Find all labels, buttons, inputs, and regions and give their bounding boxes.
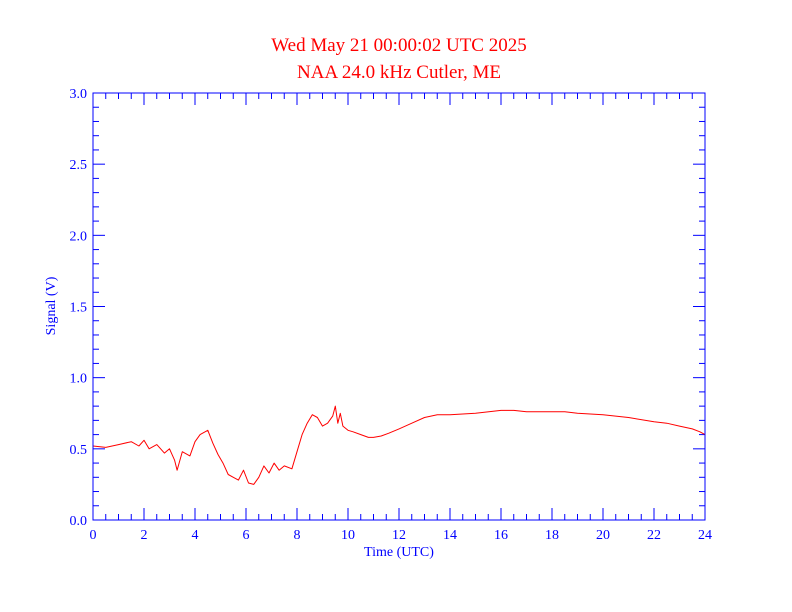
- plot-frame: [92, 92, 706, 521]
- y-tick-label: 3.0: [70, 87, 88, 102]
- x-tick-label: 14: [443, 528, 457, 543]
- y-tick-label: 2.5: [70, 158, 88, 173]
- signal-series-line: [92, 405, 706, 485]
- x-tick-label: 16: [494, 528, 508, 543]
- tick-labels: 0 2 4 6 8 10 12 14 16 18 20 22 240.00.51.01.52.02.53…: [70, 87, 713, 543]
- y-tick-label: 0.5: [70, 443, 88, 458]
- x-axis-label: Time (UTC): [364, 545, 434, 560]
- y-axis-label: Signal (V): [44, 276, 59, 335]
- x-tick-label: 22: [647, 528, 661, 543]
- chart-subtitle: NAA 24.0 kHz Cutler, ME: [297, 62, 501, 83]
- y-tick-label: 0.0: [70, 514, 88, 529]
- y-tick-label: 2.0: [70, 229, 88, 244]
- x-tick-label: 6: [243, 528, 250, 543]
- series-layer: [92, 405, 706, 485]
- x-tick-label: 20: [596, 528, 610, 543]
- y-tick-label: 1.0: [70, 372, 88, 387]
- x-tick-label: 24: [698, 528, 712, 543]
- x-tick-label: 18: [545, 528, 559, 543]
- chart-title: Wed May 21 00:00:02 UTC 2025: [271, 35, 526, 56]
- x-tick-label: 12: [392, 528, 406, 543]
- x-tick-label: 4: [192, 528, 199, 543]
- y-tick-label: 1.5: [70, 301, 88, 316]
- x-tick-label: 2: [141, 528, 148, 543]
- axis-ticks: [92, 92, 706, 521]
- x-tick-label: 8: [294, 528, 301, 543]
- x-tick-label: 10: [341, 528, 355, 543]
- x-tick-label: 0: [90, 528, 97, 543]
